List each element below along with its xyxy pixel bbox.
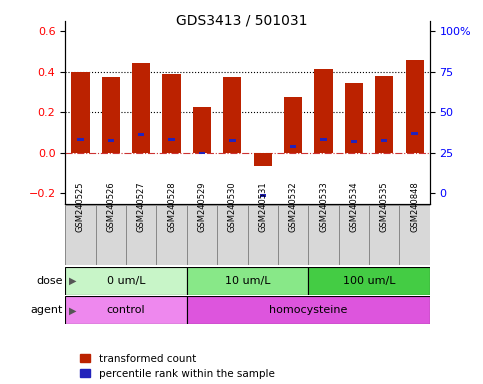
Bar <box>108 139 114 142</box>
Bar <box>381 139 387 142</box>
Text: GSM240529: GSM240529 <box>198 182 206 232</box>
Bar <box>290 146 296 148</box>
Text: GSM240848: GSM240848 <box>410 182 419 232</box>
Bar <box>132 63 150 153</box>
Bar <box>339 205 369 265</box>
Bar <box>375 76 394 153</box>
Bar <box>102 77 120 153</box>
Text: ▶: ▶ <box>69 305 77 315</box>
Text: agent: agent <box>30 305 63 315</box>
Bar <box>351 141 357 143</box>
Bar <box>199 152 205 154</box>
Text: control: control <box>107 305 145 315</box>
Bar <box>278 205 308 265</box>
Text: GSM240534: GSM240534 <box>349 182 358 232</box>
Bar <box>320 138 327 141</box>
Bar <box>308 267 430 295</box>
Text: GSM240531: GSM240531 <box>258 182 267 232</box>
Text: GSM240532: GSM240532 <box>289 182 298 232</box>
Bar <box>308 205 339 265</box>
Text: GSM240533: GSM240533 <box>319 182 328 232</box>
Bar <box>138 133 144 136</box>
Text: GSM240530: GSM240530 <box>228 182 237 232</box>
Bar <box>248 205 278 265</box>
Bar <box>65 267 187 295</box>
Bar <box>254 153 272 166</box>
Text: GDS3413 / 501031: GDS3413 / 501031 <box>176 13 307 27</box>
Bar <box>77 138 84 141</box>
Bar <box>71 72 89 153</box>
Bar <box>96 205 126 265</box>
Text: GSM240535: GSM240535 <box>380 182 389 232</box>
Text: 10 um/L: 10 um/L <box>225 276 270 286</box>
Bar <box>162 74 181 153</box>
Bar <box>187 296 430 324</box>
Bar <box>229 139 236 142</box>
Text: GSM240528: GSM240528 <box>167 182 176 232</box>
Bar <box>314 69 333 153</box>
Bar <box>223 77 242 153</box>
Text: 0 um/L: 0 um/L <box>107 276 145 286</box>
Bar <box>284 97 302 153</box>
Bar <box>187 267 308 295</box>
Text: ▶: ▶ <box>69 276 77 286</box>
Text: GSM240526: GSM240526 <box>106 182 115 232</box>
Legend: transformed count, percentile rank within the sample: transformed count, percentile rank withi… <box>80 354 275 379</box>
Bar <box>406 60 424 153</box>
Bar <box>217 205 248 265</box>
Bar <box>345 83 363 153</box>
Bar <box>193 107 211 153</box>
Text: homocysteine: homocysteine <box>269 305 347 315</box>
Bar <box>412 132 418 135</box>
Bar <box>187 205 217 265</box>
Bar <box>369 205 399 265</box>
Bar <box>126 205 156 265</box>
Text: GSM240525: GSM240525 <box>76 182 85 232</box>
Bar <box>65 296 187 324</box>
Text: 100 um/L: 100 um/L <box>343 276 396 286</box>
Bar <box>156 205 187 265</box>
Bar <box>65 205 96 265</box>
Bar <box>399 205 430 265</box>
Bar <box>259 194 266 197</box>
Text: dose: dose <box>36 276 63 286</box>
Text: GSM240527: GSM240527 <box>137 182 146 232</box>
Bar <box>169 138 175 141</box>
